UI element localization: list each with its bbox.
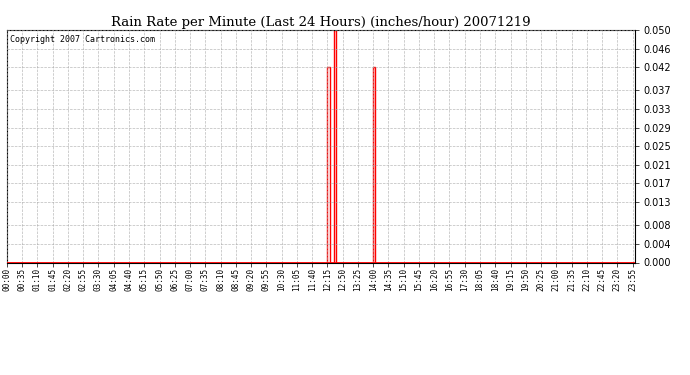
- Title: Rain Rate per Minute (Last 24 Hours) (inches/hour) 20071219: Rain Rate per Minute (Last 24 Hours) (in…: [111, 16, 531, 29]
- Text: Copyright 2007 Cartronics.com: Copyright 2007 Cartronics.com: [10, 34, 155, 44]
